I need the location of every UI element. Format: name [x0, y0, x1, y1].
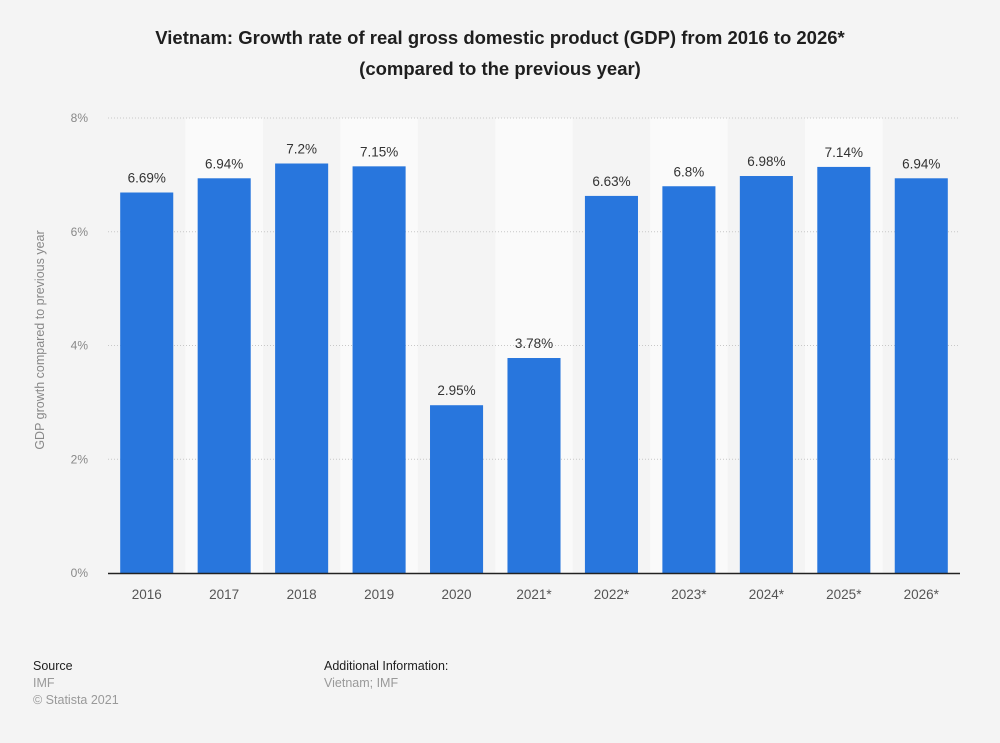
data-label: 2.95%: [437, 383, 475, 398]
additional-info-heading: Additional Information:: [324, 659, 449, 673]
x-tick-label: 2017: [209, 587, 239, 602]
x-tick-label: 2025*: [826, 587, 862, 602]
bar: [662, 186, 716, 573]
source-heading: Source: [33, 659, 73, 673]
x-tick-label: 2016: [132, 587, 162, 602]
chart-title-main: Vietnam: Growth rate of real gross domes…: [155, 27, 845, 48]
bar: [894, 178, 948, 573]
x-tick-label: 2026*: [904, 587, 940, 602]
bar: [275, 163, 329, 573]
data-label: 6.94%: [205, 156, 243, 171]
data-label: 6.8%: [674, 164, 705, 179]
x-tick-label: 2020: [442, 587, 472, 602]
bar: [507, 358, 561, 573]
bars: [120, 163, 948, 573]
chart-title: Vietnam: Growth rate of real gross domes…: [0, 22, 1000, 84]
data-label: 6.94%: [902, 156, 940, 171]
data-label: 6.98%: [747, 154, 785, 169]
bar: [352, 166, 406, 573]
bar: [739, 176, 793, 573]
y-tick-label: 0%: [71, 566, 89, 580]
additional-info-text: Vietnam; IMF: [324, 676, 399, 690]
source-block: Source IMF © Statista 2021: [33, 658, 119, 709]
chart-subtitle: (compared to the previous year): [359, 58, 641, 79]
x-tick-label: 2021*: [516, 587, 552, 602]
data-label: 6.63%: [592, 174, 630, 189]
y-axis-label: GDP growth compared to previous year: [33, 230, 47, 450]
x-tick-label: 2022*: [594, 587, 630, 602]
bar: [584, 195, 638, 573]
x-tick-label: 2019: [364, 587, 394, 602]
copyright: © Statista 2021: [33, 693, 119, 707]
bar: [430, 405, 484, 573]
data-label: 7.15%: [360, 144, 398, 159]
source-name[interactable]: IMF: [33, 676, 55, 690]
x-tick-label: 2023*: [671, 587, 707, 602]
additional-info-block: Additional Information: Vietnam; IMF: [324, 658, 448, 692]
bar: [197, 178, 251, 573]
x-tick-label: 2018: [287, 587, 317, 602]
y-tick-label: 2%: [71, 452, 89, 466]
x-axis-ticks: 2016 2017 2018 2019 2020 2021* 2022* 2023* 2024*…: [132, 587, 940, 602]
y-tick-label: 6%: [71, 225, 89, 239]
bar: [120, 192, 174, 573]
data-label: 7.2%: [286, 142, 317, 157]
y-tick-label: 4%: [71, 339, 89, 353]
data-label: 3.78%: [515, 336, 553, 351]
bar: [817, 166, 871, 573]
y-tick-label: 8%: [71, 111, 89, 125]
data-label: 6.69%: [128, 171, 166, 186]
data-label: 7.14%: [825, 145, 863, 160]
y-axis-ticks: 0% 2% 4% 6% 8%: [71, 111, 89, 580]
x-tick-label: 2024*: [749, 587, 785, 602]
data-labels: 6.69% 6.94% 7.2% 7.15% 2.95% 3.78% 6.63% 6.8% 6.…: [128, 142, 941, 399]
